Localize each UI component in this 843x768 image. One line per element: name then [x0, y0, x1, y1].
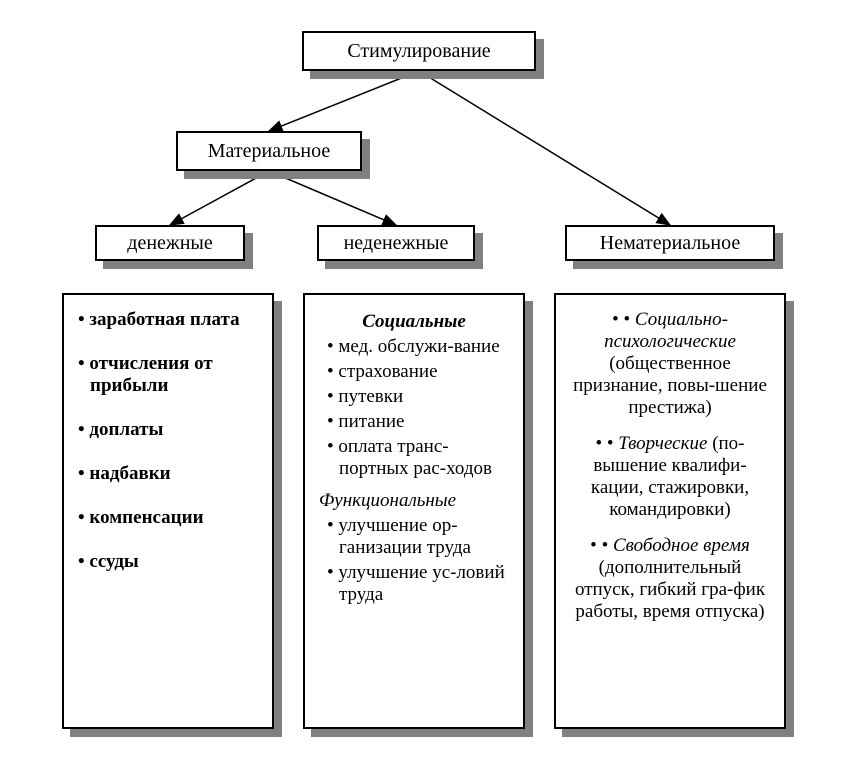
list-item: путевки [327, 386, 509, 408]
list-item: надбавки [78, 463, 258, 485]
nonmonetary-label: неденежные [344, 232, 449, 255]
list-item: заработная плата [78, 309, 258, 331]
root-node: Стимулирование [302, 31, 536, 71]
list-item: • Творческие (по-вышение квалифи-кации, … [570, 433, 770, 521]
list-item: улучшение ор-ганизации труда [327, 515, 509, 559]
monetary-node: денежные [95, 225, 245, 261]
list-item: • Социально-психологические (общественно… [570, 309, 770, 419]
nonmonetary-node: неденежные [317, 225, 475, 261]
root-label: Стимулирование [347, 40, 490, 63]
group-heading: Функциональные [319, 490, 509, 512]
list-item: отчисления от прибыли [78, 353, 258, 397]
material-node: Материальное [176, 131, 362, 171]
list-item: улучшение ус-ловий труда [327, 562, 509, 606]
list-item: страхование [327, 361, 509, 383]
list-item: ссуды [78, 551, 258, 573]
nonmonetary-detail: Социальные мед. обслужи-вание страхование п… [303, 293, 525, 729]
list-item: компенсации [78, 507, 258, 529]
group-heading: Социальные [319, 311, 509, 333]
list-item: • Свободное время (дополнительный отпуск… [570, 535, 770, 623]
material-label: Материальное [208, 140, 330, 163]
list-item: мед. обслужи-вание [327, 336, 509, 358]
monetary-detail: заработная плата отчисления от прибыли доп… [62, 293, 274, 729]
nonmaterial-label: Нематериальное [600, 232, 741, 255]
list-item: оплата транс-портных рас-ходов [327, 436, 509, 480]
nonmaterial-node: Нематериальное [565, 225, 775, 261]
nonmaterial-detail: • Социально-психологические (общественно… [554, 293, 786, 729]
diagram-canvas: Стимулирование Материальное денежные нед… [0, 0, 843, 768]
monetary-label: денежные [127, 232, 212, 255]
list-item: доплаты [78, 419, 258, 441]
list-item: питание [327, 411, 509, 433]
